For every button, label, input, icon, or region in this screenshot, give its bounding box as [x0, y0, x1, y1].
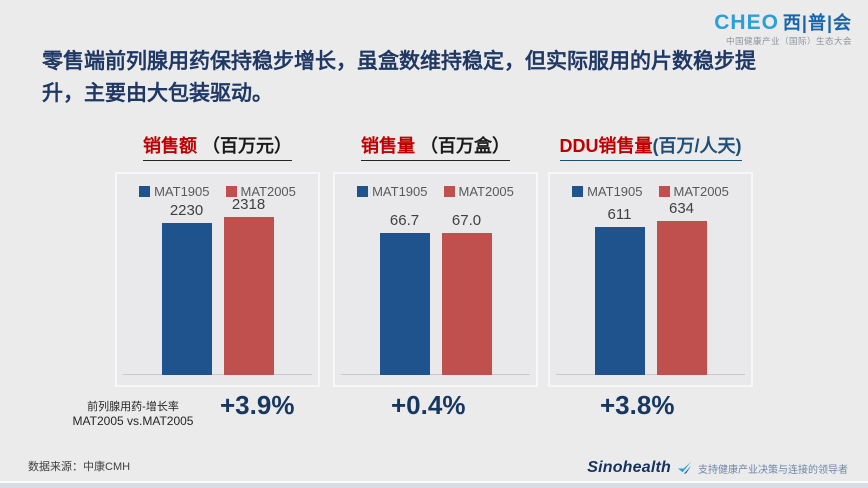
sinohealth-wordmark: Sinohealth [587, 459, 671, 476]
chart-title-text: 销售量 （百万盒） [360, 132, 510, 161]
legend-swatch-icon [658, 186, 670, 197]
bar-value-label: 2318 [231, 196, 266, 213]
chart-title-main: 销售量 [360, 136, 415, 156]
chart-legend: MAT1905 MAT2005 [335, 184, 536, 199]
bar [379, 233, 430, 375]
sinohealth-check-icon [677, 461, 692, 475]
chart-legend: MAT1905 MAT2005 [117, 184, 318, 199]
legend-label: MAT1905 [587, 184, 643, 199]
sinohealth-logo: Sinohealth 支持健康产业决策与连接的领导者 [587, 459, 848, 477]
legend-label: MAT2005 [458, 184, 514, 199]
data-source-note: 数据来源：中康CMH [28, 461, 131, 473]
legend-swatch-icon [357, 186, 369, 197]
legend-swatch-icon [443, 186, 455, 197]
legend-item: MAT2005 [443, 184, 514, 199]
growth-percent-ddu: +3.8% [600, 390, 675, 420]
bar-value-label: 67.0 [451, 212, 482, 229]
chart-bars: 66.7 67.0 [335, 212, 536, 375]
chart-bars: 2230 2318 [117, 196, 318, 375]
growth-percent-sales-volume: +0.4% [391, 390, 466, 420]
bar [594, 227, 645, 375]
chart-baseline [556, 374, 745, 375]
chart-title-text: DDU销售量(百万/人天) [559, 132, 742, 161]
bar-chart-panel: MAT1905 MAT2005 611 634 [548, 172, 753, 387]
bar-value-label: 66.7 [389, 212, 420, 229]
legend-item: MAT1905 [357, 184, 428, 199]
chart-bars: 611 634 [550, 200, 751, 375]
growth-note-line1: 前列腺用药-增长率 [87, 401, 179, 413]
legend-item: MAT2005 [658, 184, 729, 199]
cheo-logo: CHEO 西|普|会 中国健康产业（国际）生态大会 [714, 11, 852, 46]
cheo-logo-row: CHEO 西|普|会 [714, 11, 852, 34]
legend-item: MAT1905 [139, 184, 210, 199]
bar-column: 2230 [161, 202, 212, 375]
bar [441, 233, 492, 375]
chart-title-unit: （百万元） [196, 136, 292, 156]
slide-headline: 零售端前列腺用药保持稳步增长，虽盒数维持稳定，但实际服用的片数稳步提升，主要由大… [42, 50, 756, 105]
legend-label: MAT1905 [372, 184, 428, 199]
legend-label: MAT2005 [240, 184, 296, 199]
bar-value-label: 634 [668, 200, 695, 217]
legend-item: MAT2005 [225, 184, 296, 199]
chart-title-main: DDU销售量 [559, 136, 653, 156]
cheo-logo-tagline: 中国健康产业（国际）生态大会 [725, 36, 852, 47]
bar [161, 223, 212, 375]
legend-swatch-icon [225, 186, 237, 197]
bar-column: 611 [594, 206, 645, 375]
bar-value-label: 2230 [169, 202, 204, 219]
bar-column: 66.7 [379, 212, 430, 375]
chart-title-text: 销售额 （百万元） [142, 132, 292, 161]
chart-title: 销售额 （百万元） [115, 132, 320, 161]
sinohealth-tagline: 支持健康产业决策与连接的领导者 [698, 464, 848, 476]
cheo-logo-chinese: 西|普|会 [782, 13, 852, 33]
chart-title-unit: （百万盒） [414, 136, 510, 156]
chart-baseline [341, 374, 530, 375]
bar-value-label: 611 [607, 206, 632, 223]
legend-label: MAT1905 [154, 184, 210, 199]
growth-note-line2: MAT2005 vs.MAT2005 [72, 414, 194, 428]
growth-rate-note: 前列腺用药-增长率 MAT2005 vs.MAT2005 [48, 398, 218, 428]
legend-label: MAT2005 [673, 184, 729, 199]
bar [223, 217, 274, 375]
bottom-strip [0, 481, 868, 488]
chart-legend: MAT1905 MAT2005 [550, 184, 751, 199]
chart-title: 销售量 （百万盒） [333, 132, 538, 161]
chart-title-main: 销售额 [142, 136, 197, 156]
cheo-logo-wordmark: CHEO [714, 11, 779, 34]
chart-title-unit: (百万/人天) [652, 136, 742, 156]
legend-swatch-icon [139, 186, 151, 197]
bar-chart-panel: MAT1905 MAT2005 2230 2318 [115, 172, 320, 387]
chart-baseline [123, 374, 312, 375]
growth-percent-sales-value: +3.9% [220, 390, 295, 420]
bar-column: 2318 [223, 196, 274, 375]
bar-column: 67.0 [441, 212, 492, 375]
bar-column: 634 [656, 200, 707, 375]
legend-swatch-icon [572, 186, 584, 197]
bar-chart-panel: MAT1905 MAT2005 66.7 67.0 [333, 172, 538, 387]
chart-title: DDU销售量(百万/人天) [548, 132, 753, 161]
bar [656, 221, 707, 375]
legend-item: MAT1905 [572, 184, 643, 199]
